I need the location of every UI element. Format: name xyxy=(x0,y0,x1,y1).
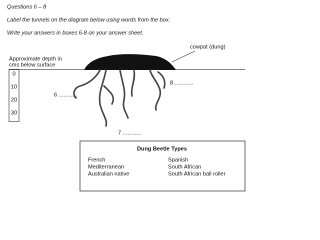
pointer xyxy=(171,50,196,63)
blank-label: 7 ............ xyxy=(118,130,142,136)
option: Spanish xyxy=(168,157,188,163)
depth-label: Approximate depth in xyxy=(9,56,62,62)
tunnels xyxy=(73,69,166,127)
box-title: Dung Beetle Types xyxy=(137,146,187,152)
cowpat xyxy=(84,54,176,70)
answer-note: Write your answers in boxes 6-8 on your … xyxy=(7,30,144,36)
background xyxy=(0,0,255,197)
option: South African ball roller xyxy=(168,171,226,177)
option: Australian native xyxy=(88,171,129,177)
blank-label: 6 ............ xyxy=(54,92,78,98)
depth-label: cms below surface xyxy=(9,62,55,68)
option: South African xyxy=(168,164,201,170)
option: Mediterranean xyxy=(88,164,124,170)
depth: 0 xyxy=(12,71,15,77)
depth: 30 xyxy=(11,110,17,116)
depth: 10 xyxy=(11,84,17,90)
title: Questions 6 – 8 xyxy=(7,4,47,10)
page: Questions 6 – 8 Label the tunnels on the… xyxy=(0,0,255,197)
depth-scale xyxy=(8,69,20,122)
dung-label: cowpat (dung) xyxy=(190,44,226,50)
depth: 20 xyxy=(11,97,17,103)
option: French xyxy=(88,157,105,163)
instruction: Label the tunnels on the diagram below u… xyxy=(7,17,170,23)
blank-label: 8 ............ xyxy=(170,80,194,86)
word-box xyxy=(79,140,246,192)
